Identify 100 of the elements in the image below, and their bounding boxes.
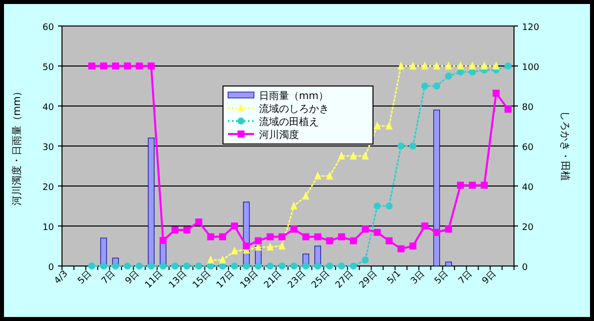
point [254, 237, 262, 244]
point [254, 262, 262, 270]
point [183, 226, 190, 234]
point [504, 106, 512, 113]
point [88, 62, 96, 70]
y2-tick-label: 40 [522, 183, 534, 193]
x-tick-label: 27日 [334, 269, 356, 291]
point [456, 182, 464, 189]
point [302, 233, 310, 240]
y-tick-label: 10 [42, 223, 54, 233]
y-tick-label: 40 [42, 103, 54, 113]
point [398, 62, 404, 70]
point [362, 256, 369, 264]
legend-label: 日雨量（mm） [259, 91, 328, 102]
point [195, 218, 202, 226]
point [362, 226, 369, 233]
x-tick-label: 17日 [215, 269, 237, 291]
y2-tick-label: 120 [522, 23, 540, 33]
point [409, 242, 416, 250]
point [183, 262, 190, 270]
point [207, 256, 214, 264]
x-tick-label: 29日 [358, 269, 380, 291]
point [172, 262, 178, 270]
x-tick-label: 21日 [262, 269, 284, 291]
x-tick-label: 11日 [144, 269, 166, 291]
y-tick-label: 20 [42, 183, 54, 193]
point [350, 237, 357, 244]
point [374, 202, 381, 210]
x-tick-label: 5日 [76, 269, 94, 287]
point [492, 62, 500, 70]
point [290, 202, 298, 210]
x-tick-label: 5/1 [386, 269, 404, 286]
x-tick-label: 19日 [238, 269, 260, 291]
point [124, 262, 131, 270]
point [350, 152, 357, 160]
point [433, 228, 440, 236]
point [468, 62, 476, 70]
point [172, 226, 178, 234]
y-tick-label: 0 [48, 263, 54, 273]
point [207, 233, 214, 240]
point [398, 142, 404, 150]
x-tick-label: 3日 [409, 269, 427, 287]
point [468, 68, 476, 76]
point [445, 226, 452, 233]
point [100, 262, 108, 270]
point [148, 62, 155, 70]
point [242, 262, 250, 270]
y-tick-label: 50 [42, 63, 54, 73]
point [374, 122, 381, 130]
bar [445, 262, 452, 266]
x-tick-label: 25日 [310, 269, 332, 291]
point [124, 62, 131, 70]
point [136, 262, 143, 270]
point [148, 262, 155, 270]
point [445, 72, 452, 80]
point [219, 262, 226, 270]
point [314, 233, 322, 240]
x-tick-label: 13日 [167, 269, 190, 291]
point [266, 262, 274, 270]
point [338, 262, 346, 270]
point [219, 256, 226, 264]
point [326, 237, 334, 244]
point [302, 262, 310, 270]
point [421, 222, 428, 230]
point [492, 90, 500, 97]
y2-axis-title: しろかき・田植 [559, 111, 571, 181]
point [160, 236, 167, 244]
point [266, 242, 274, 250]
point [88, 262, 96, 270]
point [338, 233, 346, 240]
point [290, 262, 298, 270]
point [409, 142, 416, 150]
point [374, 228, 381, 236]
point [398, 245, 404, 252]
point [207, 262, 214, 270]
point [338, 152, 346, 160]
point [136, 62, 143, 70]
point [480, 62, 488, 70]
point [386, 237, 393, 244]
point [409, 62, 416, 70]
point [421, 82, 428, 90]
x-tick-label: 9日 [124, 269, 142, 287]
y2-tick-label: 20 [522, 223, 534, 233]
point [242, 242, 250, 250]
point [456, 62, 464, 70]
point [112, 262, 120, 270]
point [278, 233, 286, 240]
point [433, 82, 440, 90]
y2-tick-label: 60 [522, 143, 534, 153]
point [433, 62, 440, 70]
point [112, 62, 120, 70]
point [421, 62, 428, 70]
y-tick-label: 30 [42, 143, 54, 153]
legend-label: 河川濁度 [259, 129, 299, 141]
point [278, 242, 286, 250]
x-tick-label: 7日 [100, 269, 118, 287]
point [326, 172, 334, 180]
point [219, 233, 226, 240]
point [468, 182, 476, 189]
y-axis-title: 河川濁度・日雨量（mm） [11, 86, 23, 206]
